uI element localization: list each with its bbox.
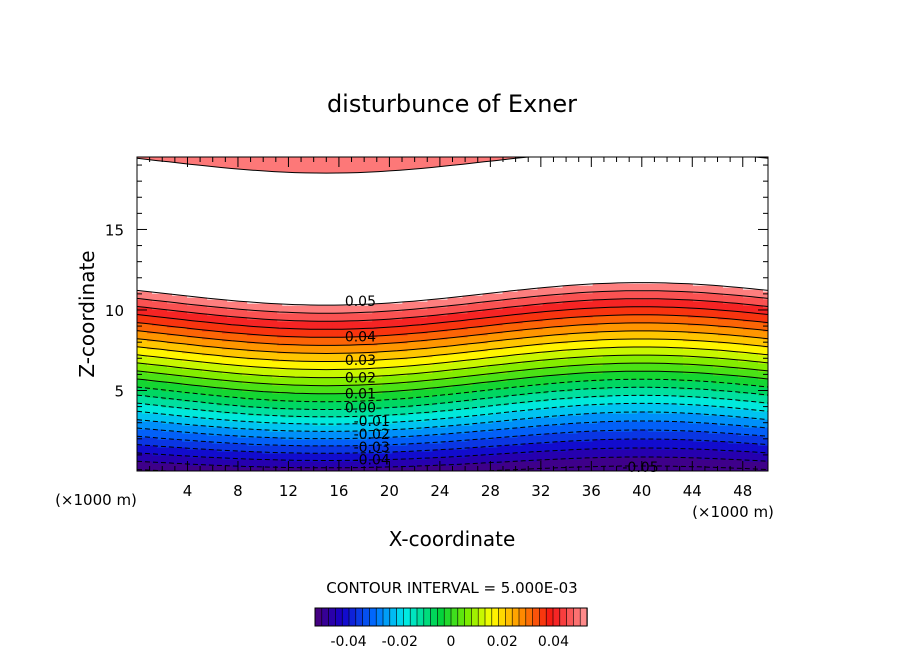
contour-chart: disturbunce of Exner 0.050.040.030.020.0…: [0, 0, 904, 654]
chart-title: disturbunce of Exner: [327, 90, 577, 118]
contour-field: [137, 151, 769, 472]
